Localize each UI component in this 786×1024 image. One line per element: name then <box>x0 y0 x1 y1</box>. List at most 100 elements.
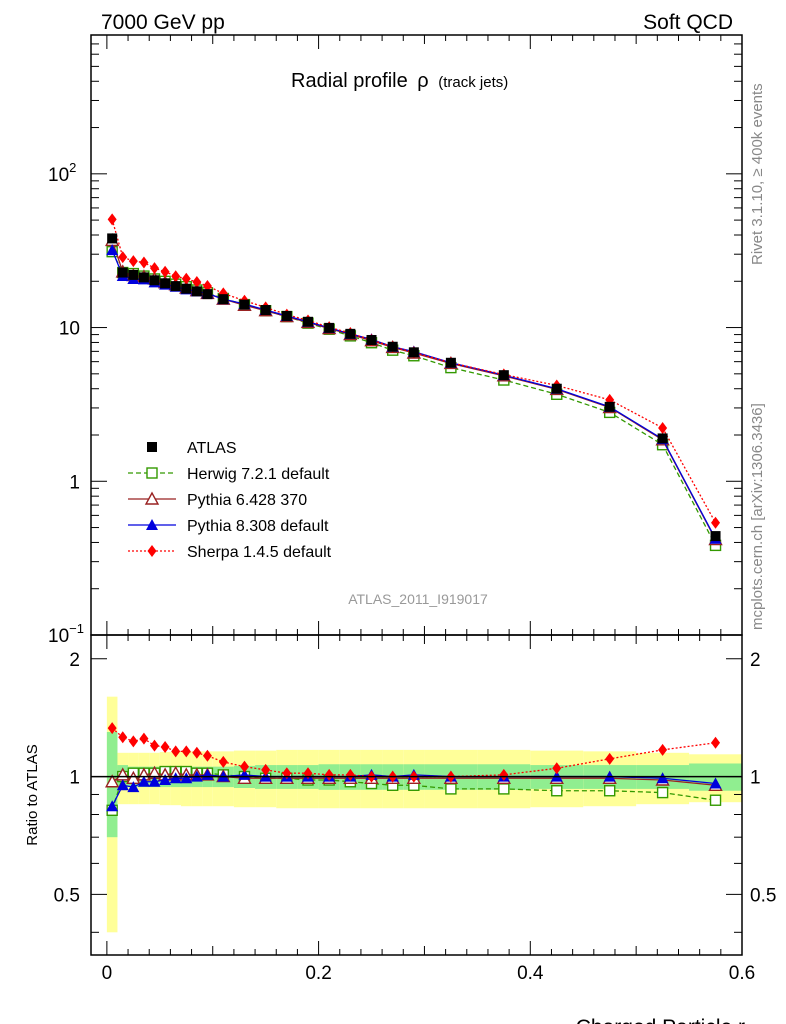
ratio-point <box>711 736 721 749</box>
data-point <box>202 279 212 292</box>
legend-label: Herwig 7.2.1 default <box>187 466 330 483</box>
ratio-y-tick-label: 1 <box>69 768 80 789</box>
atlas-data-point <box>260 305 271 316</box>
atlas-data-point <box>498 370 509 381</box>
atlas-data-point <box>408 347 419 358</box>
data-point <box>711 516 721 529</box>
rivet-label: Rivet 3.1.10, ≥ 400k events <box>749 83 766 265</box>
ratio-point <box>180 772 193 784</box>
ratio-point <box>656 772 669 784</box>
atlas-data-point <box>345 328 356 339</box>
chart-title-symbol: ρ <box>417 70 428 92</box>
ratio-point <box>106 800 119 812</box>
x-tick-label: 0 <box>102 963 113 984</box>
x-tick-label: 0.2 <box>305 963 331 984</box>
ratio-point <box>499 768 509 781</box>
ratio-point <box>324 768 334 781</box>
ratio-point <box>127 781 140 793</box>
ratio-point <box>551 785 563 797</box>
ratio-point <box>150 739 160 752</box>
legend-label: Pythia 8.308 default <box>187 518 329 535</box>
ratio-plot-frame <box>90 634 743 956</box>
ratio-point <box>137 775 150 787</box>
atlas-data-point <box>445 357 456 368</box>
data-point <box>192 276 202 289</box>
data-point <box>160 265 170 278</box>
ratio-point <box>118 731 128 744</box>
ratio-uncertainty-bands <box>106 696 742 933</box>
chart-subtitle: (track jets) <box>438 74 508 91</box>
ratio-point <box>107 722 117 735</box>
data-point <box>171 270 181 283</box>
main-series-atlas <box>107 233 721 542</box>
ratio-point <box>709 794 722 806</box>
x-tick-label: 0.6 <box>729 963 755 984</box>
main-y-tick-label-power: 10−1 <box>48 621 84 647</box>
ratio-point <box>181 745 191 758</box>
legend-marker <box>146 519 158 530</box>
ratio-y-axis-label: Ratio to ATLAS <box>24 744 41 845</box>
ratio-point <box>171 745 181 758</box>
ratio-point <box>552 762 562 775</box>
atlas-data-point <box>107 233 118 244</box>
ratio-point <box>159 773 172 785</box>
data-point <box>139 256 149 269</box>
x-tick-label: 0.4 <box>517 963 544 984</box>
atlas-data-point <box>181 283 192 294</box>
atlas-data-point <box>149 275 160 286</box>
atlas-data-point <box>160 278 171 289</box>
data-point <box>106 244 119 256</box>
data-point <box>658 421 668 434</box>
ratio-line <box>111 770 716 811</box>
ratio-point <box>658 743 668 756</box>
atlas-data-point <box>366 334 377 345</box>
legend-label: Pythia 6.428 370 <box>187 492 307 509</box>
atlas-data-point <box>387 341 398 352</box>
main-y-tick-label: 10 <box>59 319 80 340</box>
atlas-data-point <box>239 299 250 310</box>
legend-entry: Pythia 6.428 370 <box>128 491 307 509</box>
ratio-point <box>445 783 457 795</box>
atlas-data-point <box>551 383 562 394</box>
ratio-point <box>128 735 138 748</box>
main-y-tick-label: 1 <box>69 472 80 493</box>
analysis-watermark: ATLAS_2011_I919017 <box>348 591 488 607</box>
main-y-tick-label-power: 102 <box>48 160 76 186</box>
ratio-y-tick-label: 0.5 <box>54 885 80 906</box>
legend-label: Sherpa 1.4.5 default <box>187 544 332 561</box>
atlas-data-point <box>218 294 229 305</box>
x-axis-label: Charged Particle r <box>576 1016 745 1024</box>
ratio-point <box>603 785 616 797</box>
atlas-data-point <box>657 433 668 444</box>
atlas-data-point <box>128 269 139 280</box>
data-point <box>118 251 128 264</box>
ratio-point <box>148 775 161 787</box>
mcplots-label: mcplots.cern.ch [arXiv:1306.3436] <box>749 403 766 630</box>
legend: ATLAS Herwig 7.2.1 default Pythia 6.428 37… <box>128 440 332 561</box>
ratio-point <box>261 763 271 776</box>
ratio-point <box>160 741 170 753</box>
legend-entry: Pythia 8.308 default <box>128 518 329 535</box>
legend-marker <box>147 442 157 452</box>
ratio-point <box>709 777 722 789</box>
atlas-data-point <box>604 401 615 412</box>
legend-entry: Sherpa 1.4.5 default <box>128 544 332 561</box>
ratio-point <box>169 772 182 784</box>
ratio-point <box>116 779 129 791</box>
ratio-point <box>656 786 669 799</box>
ratio-point <box>104 774 120 788</box>
atlas-data-point <box>191 286 202 297</box>
ratio-y-tick-label-right: 1 <box>750 768 761 789</box>
ratio-point <box>192 746 202 759</box>
legend-entry: Herwig 7.2.1 default <box>128 466 330 483</box>
ratio-line <box>111 727 716 778</box>
ratio-point <box>202 749 212 762</box>
header-right: Soft QCD <box>643 11 733 34</box>
legend-marker <box>146 467 158 479</box>
ratio-y-tick-label-right: 0.5 <box>750 885 776 906</box>
ratio-point <box>605 752 615 765</box>
atlas-data-point <box>117 267 128 278</box>
ratio-point <box>498 783 510 795</box>
header-left: 7000 GeV pp <box>101 11 225 34</box>
